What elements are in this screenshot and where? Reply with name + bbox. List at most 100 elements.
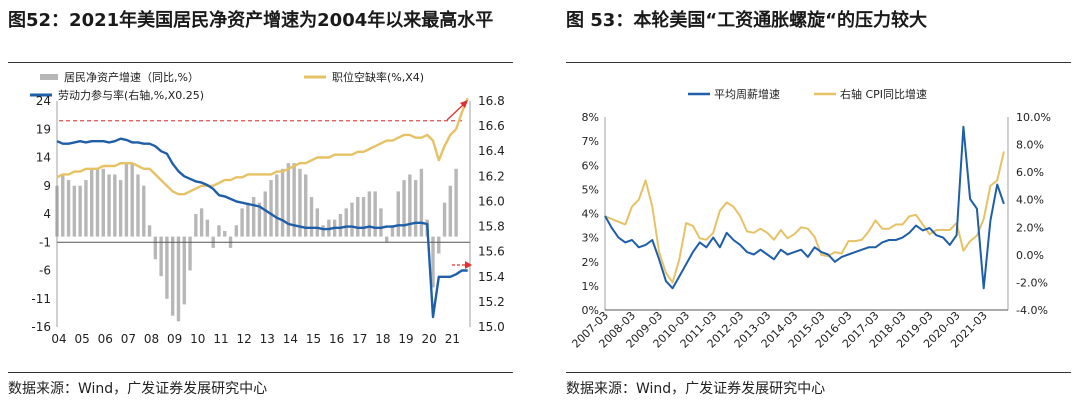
right-tick-label: 15.2 bbox=[478, 295, 505, 309]
bar-net-worth bbox=[223, 230, 227, 237]
right-tick-label: 4.0% bbox=[1016, 194, 1044, 207]
arrow-head-right bbox=[465, 261, 472, 269]
right-tick-label: 0.0% bbox=[1016, 249, 1044, 262]
x-tick-label: 07 bbox=[121, 332, 136, 346]
arrow-head-top-right bbox=[460, 100, 468, 108]
left-tick-label: 7% bbox=[582, 135, 599, 148]
right-tick-label: 15.0 bbox=[478, 320, 505, 334]
right-tick-label: -2.0% bbox=[1016, 276, 1048, 289]
left-tick-label: 8% bbox=[582, 111, 599, 124]
x-tick-label: 14 bbox=[283, 332, 298, 346]
bar-net-worth bbox=[165, 236, 169, 299]
bar-net-worth bbox=[147, 225, 152, 237]
right-tick-label: 15.8 bbox=[478, 220, 505, 234]
figure-53-chart: 平均周薪增速 右轴 CPI同比增速 8% 7% 6% 5% 4% 3% 2% 1% 0% 10.0% 8… bbox=[569, 87, 1051, 351]
x-tick-label: 08 bbox=[144, 332, 159, 346]
bar-net-worth bbox=[113, 174, 117, 237]
bar-net-worth bbox=[72, 185, 77, 237]
bar-net-worth bbox=[413, 180, 418, 237]
left-tick-label: 3% bbox=[582, 232, 599, 245]
left-tick-label: 14 bbox=[36, 151, 51, 165]
left-tick-label: 4 bbox=[43, 207, 51, 221]
bar-net-worth bbox=[188, 236, 192, 271]
bar-net-worth bbox=[437, 236, 441, 254]
left-tick-label: -6 bbox=[39, 264, 51, 278]
legend-label-1: 职位空缺率(%,X4) bbox=[332, 70, 424, 84]
bar-net-worth bbox=[159, 236, 163, 277]
bar-net-worth bbox=[263, 191, 267, 237]
bar-net-worth bbox=[176, 236, 181, 322]
bar-net-worth bbox=[286, 163, 291, 237]
right-tick-label: 16.2 bbox=[478, 169, 505, 183]
left-tick-label: -11 bbox=[31, 292, 51, 306]
bar-net-worth bbox=[240, 208, 244, 237]
x-tick-label: 19 bbox=[398, 332, 413, 346]
figure-53-title: 图 53：本轮美国“工资通胀螺旋“的压力较大 bbox=[566, 10, 927, 31]
bar-net-worth bbox=[344, 208, 348, 237]
figure-52-panel: 图52：2021年美国居民净资产增速为2004年以来最高水平 居民净资产增速（同… bbox=[0, 0, 520, 410]
legend-swatch-net-worth bbox=[40, 74, 58, 80]
top-rule bbox=[8, 62, 513, 63]
bar-net-worth bbox=[142, 185, 146, 237]
left-tick-label: 6% bbox=[582, 159, 599, 172]
bar-net-worth bbox=[95, 168, 100, 237]
bottom-rule bbox=[566, 372, 1071, 373]
bar-net-worth bbox=[442, 202, 447, 237]
bar-net-worth bbox=[367, 191, 372, 237]
left-tick-label: 5% bbox=[582, 183, 599, 196]
left-tick-label: 24 bbox=[36, 94, 51, 108]
legend-label-0: 居民净资产增速（同比,%） bbox=[64, 70, 199, 84]
right-tick-label: 16.0 bbox=[478, 194, 505, 208]
left-tick-label: 9 bbox=[43, 179, 51, 193]
bar-net-worth bbox=[194, 214, 198, 237]
line-labor-participation bbox=[56, 137, 468, 319]
bar-net-worth bbox=[356, 197, 360, 237]
bar-net-worth bbox=[205, 219, 210, 237]
bar-net-worth bbox=[78, 185, 82, 237]
bar-net-worth bbox=[292, 163, 296, 237]
x-tick-label: 18 bbox=[375, 332, 390, 346]
bar-net-worth bbox=[118, 180, 123, 237]
line-cpi-yoy bbox=[604, 151, 1005, 284]
bar-net-worth bbox=[257, 202, 262, 237]
left-tick-label: 0% bbox=[582, 304, 599, 317]
x-tick-label: 21 bbox=[445, 332, 460, 346]
figure-53-panel: 图 53：本轮美国“工资通胀螺旋“的压力较大 平均周薪增速 右轴 CPI同比增速 8… bbox=[550, 0, 1080, 410]
bar-net-worth bbox=[298, 168, 302, 237]
bar-net-worth bbox=[90, 168, 94, 237]
x-tick-label: 06 bbox=[98, 332, 113, 346]
x-tick-label: 17 bbox=[352, 332, 367, 346]
left-tick-label: 1% bbox=[582, 280, 599, 293]
bar-net-worth bbox=[136, 174, 140, 237]
legend-label-weekly-wage: 平均周薪增速 bbox=[714, 87, 780, 101]
bar-net-worth bbox=[246, 202, 250, 237]
bar-net-worth bbox=[402, 180, 406, 237]
bar-net-worth bbox=[309, 197, 314, 237]
bar-net-worth bbox=[84, 180, 88, 237]
left-tick-label: -16 bbox=[31, 320, 51, 334]
bar-net-worth bbox=[321, 225, 325, 237]
bar-net-worth bbox=[182, 236, 186, 305]
left-tick-label: 4% bbox=[582, 208, 599, 221]
bar-net-worth bbox=[361, 197, 366, 237]
right-tick-label: 6.0% bbox=[1016, 166, 1044, 179]
bar-net-worth bbox=[350, 202, 354, 237]
bar-net-worth bbox=[217, 225, 221, 237]
right-tick-label: 15.4 bbox=[478, 270, 505, 284]
x-tick-label: 11 bbox=[213, 332, 228, 346]
bar-net-worth bbox=[385, 236, 389, 243]
right-tick-label: -4.0% bbox=[1016, 304, 1048, 317]
line-job-vacancy-rate bbox=[56, 97, 469, 196]
bar-net-worth bbox=[269, 180, 273, 237]
x-tick-label: 04 bbox=[51, 332, 66, 346]
bar-net-worth bbox=[124, 163, 129, 237]
bar-net-worth bbox=[66, 180, 71, 237]
line-weekly-wage-growth bbox=[604, 125, 1005, 290]
bar-net-worth bbox=[61, 174, 65, 237]
bar-net-worth bbox=[448, 185, 453, 237]
figure-52-source: 数据来源：Wind，广发证券发展研究中心 bbox=[8, 381, 268, 397]
arrow-top-right bbox=[446, 103, 465, 121]
x-tick-label: 12 bbox=[236, 332, 251, 346]
bar-net-worth bbox=[454, 168, 458, 237]
bar-net-worth bbox=[280, 168, 285, 237]
